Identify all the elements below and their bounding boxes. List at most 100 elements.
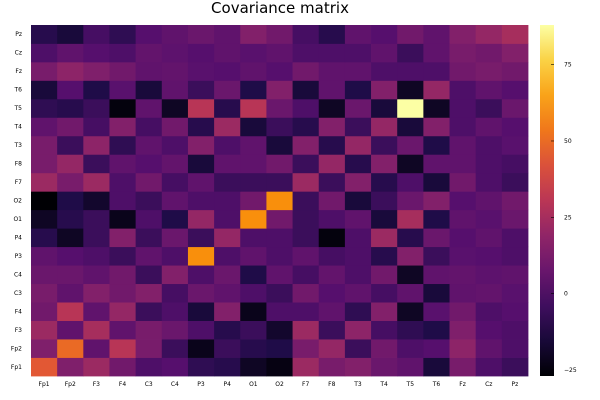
colorbar-tick-label: 50 bbox=[564, 138, 572, 145]
heatmap-cell bbox=[397, 302, 424, 321]
heatmap-cell bbox=[292, 320, 320, 340]
heatmap-cell bbox=[423, 154, 450, 174]
heatmap-cell bbox=[423, 25, 450, 44]
heatmap-cell bbox=[109, 61, 137, 81]
heatmap-cell bbox=[397, 357, 424, 377]
heatmap-cell bbox=[292, 228, 320, 248]
heatmap-cell bbox=[501, 228, 529, 248]
heatmap-cell bbox=[344, 172, 372, 192]
heatmap-cell bbox=[344, 135, 372, 155]
heatmap-cell bbox=[109, 265, 137, 285]
heatmap-cell bbox=[423, 80, 450, 100]
y-tick-label: F3 bbox=[15, 327, 22, 334]
heatmap-cell bbox=[318, 265, 346, 285]
heatmap-cell bbox=[266, 117, 293, 137]
heatmap-cell bbox=[187, 135, 215, 155]
heatmap-cell bbox=[240, 357, 267, 377]
heatmap-cell bbox=[161, 357, 189, 377]
heatmap-cell bbox=[397, 320, 424, 340]
heatmap-cell bbox=[187, 283, 215, 303]
heatmap-cell bbox=[501, 98, 529, 118]
heatmap-cell bbox=[501, 80, 529, 100]
heatmap-cell bbox=[135, 209, 163, 229]
heatmap-cell bbox=[318, 154, 346, 174]
heatmap-cell bbox=[501, 25, 529, 44]
heatmap-cell bbox=[109, 80, 137, 100]
heatmap-cell bbox=[31, 339, 58, 358]
colorbar-gradient bbox=[540, 25, 554, 376]
heatmap-cell bbox=[187, 209, 215, 229]
heatmap-cell bbox=[475, 154, 503, 174]
heatmap-cell bbox=[423, 320, 450, 340]
heatmap-cell bbox=[240, 246, 267, 266]
heatmap-cell bbox=[449, 339, 477, 358]
heatmap-cell bbox=[475, 209, 503, 229]
heatmap-cell bbox=[161, 320, 189, 340]
x-tick-label: T6 bbox=[432, 381, 441, 388]
heatmap-cell bbox=[318, 246, 346, 266]
heatmap-cell bbox=[266, 339, 293, 358]
heatmap-cell bbox=[240, 25, 267, 44]
heatmap-cell bbox=[57, 228, 84, 248]
heatmap-cell bbox=[266, 320, 293, 340]
heatmap-cell bbox=[292, 209, 320, 229]
heatmap-cell bbox=[83, 43, 110, 63]
x-tick-label: T5 bbox=[406, 381, 415, 388]
heatmap-cell bbox=[475, 61, 503, 81]
heatmap-cell bbox=[371, 61, 398, 81]
heatmap-cell bbox=[187, 191, 215, 211]
heatmap-cell bbox=[187, 339, 215, 358]
heatmap-cell bbox=[266, 98, 293, 118]
heatmap-cell bbox=[475, 283, 503, 303]
heatmap-cell bbox=[371, 265, 398, 285]
heatmap-cell bbox=[318, 98, 346, 118]
heatmap-cell bbox=[449, 246, 477, 266]
heatmap-cell bbox=[449, 302, 477, 321]
heatmap-cell bbox=[266, 61, 293, 81]
heatmap-cell bbox=[292, 43, 320, 63]
heatmap-cell bbox=[318, 320, 346, 340]
heatmap-cell bbox=[449, 25, 477, 44]
heatmap-cell bbox=[371, 117, 398, 137]
heatmap-cell bbox=[109, 172, 137, 192]
heatmap-cell bbox=[371, 357, 398, 377]
heatmap-cell bbox=[31, 43, 58, 63]
heatmap-cell bbox=[83, 61, 110, 81]
heatmap-cell bbox=[423, 98, 450, 118]
heatmap-cell bbox=[240, 209, 267, 229]
heatmap-cell bbox=[83, 265, 110, 285]
heatmap-cell bbox=[240, 172, 267, 192]
heatmap-cell bbox=[423, 43, 450, 63]
y-tick-label: C3 bbox=[14, 290, 22, 297]
heatmap-cell bbox=[187, 80, 215, 100]
heatmap-cell bbox=[475, 117, 503, 137]
heatmap-cell bbox=[161, 98, 189, 118]
heatmap-cell bbox=[214, 61, 241, 81]
heatmap-cell bbox=[475, 80, 503, 100]
heatmap-cell bbox=[31, 246, 58, 266]
heatmap-cell bbox=[83, 191, 110, 211]
heatmap-cell bbox=[371, 154, 398, 174]
heatmap-cell bbox=[501, 43, 529, 63]
heatmap-cell bbox=[83, 117, 110, 137]
heatmap-cell bbox=[292, 246, 320, 266]
heatmap-cell bbox=[318, 25, 346, 44]
heatmap-cell bbox=[161, 339, 189, 358]
y-tick-label: O2 bbox=[13, 198, 22, 205]
heatmap-cell bbox=[161, 43, 189, 63]
heatmap-cell bbox=[397, 98, 424, 118]
heatmap-cell bbox=[83, 172, 110, 192]
heatmap-cell bbox=[397, 154, 424, 174]
heatmap-cell bbox=[214, 80, 241, 100]
heatmap-cell bbox=[475, 246, 503, 266]
heatmap-cell bbox=[57, 209, 84, 229]
heatmap-cell bbox=[266, 135, 293, 155]
heatmap-cell bbox=[423, 357, 450, 377]
heatmap-cell bbox=[109, 117, 137, 137]
y-tick-label: T3 bbox=[14, 142, 23, 149]
heatmap-cell bbox=[397, 172, 424, 192]
heatmap-cell bbox=[344, 209, 372, 229]
heatmap-cell bbox=[240, 265, 267, 285]
heatmap-cell bbox=[240, 135, 267, 155]
heatmap-cell bbox=[266, 302, 293, 321]
